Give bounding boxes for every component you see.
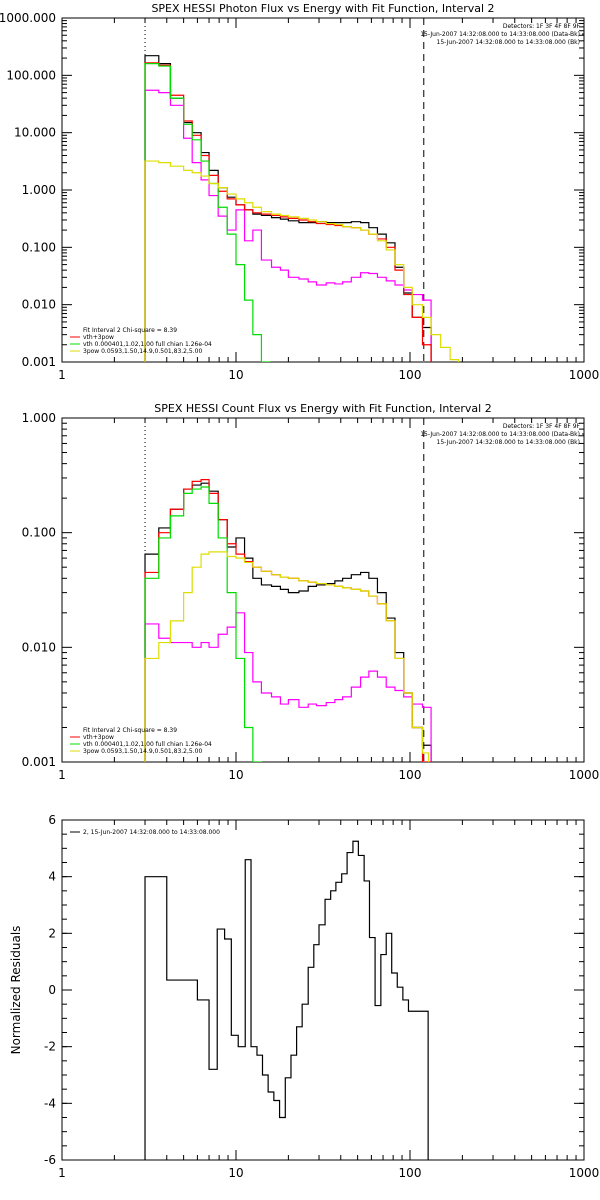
info-line: Detectors: 1F 3F 4F 8F 9F [503, 23, 581, 30]
y-tick-label: 0 [48, 983, 56, 997]
series-bk [144, 89, 432, 362]
series-3pow [144, 551, 430, 762]
legend-label: 3pow 0.0593,1.50,14.9,0.501,83.2,5.00 [83, 748, 202, 755]
x-tick-label: 1 [58, 368, 66, 382]
y-tick-label: 100.000 [6, 68, 56, 82]
plot-frame [61, 417, 585, 763]
series-group [144, 479, 432, 762]
series-data-bk [144, 482, 432, 762]
y-tick-label: -2 [44, 1040, 56, 1054]
y-tick-label: -6 [44, 1153, 56, 1167]
legend-label: 3pow 0.0593,1.50,14.9,0.501,83.2,5.00 [83, 348, 202, 355]
y-tick-label: 0.001 [22, 755, 56, 769]
series-group [144, 55, 460, 362]
series-vth [144, 486, 263, 762]
y-tick-label: 2 [48, 926, 56, 940]
y-tick-label: 0.010 [22, 640, 56, 654]
info-line: 15-Jun-2007 14:32:08.000 to 14:33:08.000… [420, 431, 580, 438]
x-tick-label: 100 [399, 1166, 422, 1180]
y-tick-label: -4 [44, 1096, 56, 1110]
info-line: Detectors: 1F 3F 4F 8F 9F [503, 423, 581, 430]
info-line: 15-Jun-2007 14:32:08.000 to 14:33:08.000… [437, 39, 580, 46]
series-3pow [144, 160, 460, 362]
y-tick-label: 10.000 [14, 126, 56, 140]
info-line: 15-Jun-2007 14:32:08.000 to 14:33:08.000… [437, 439, 580, 446]
series-group [144, 840, 429, 1160]
x-tick-label: 1000 [569, 368, 600, 382]
y-tick-label: 4 [48, 870, 56, 884]
legend-label: vth+3pow [83, 734, 114, 741]
x-tick-label: 10 [228, 768, 243, 782]
x-tick-label: 100 [399, 768, 422, 782]
legend-label: vth+3pow [83, 334, 114, 341]
legend-label: Fit Interval 2 Chi-square = 8.39 [83, 727, 177, 734]
x-tick-label: 1000 [569, 1166, 600, 1180]
y-tick-label: 0.001 [22, 355, 56, 369]
y-tick-label: 6 [48, 813, 56, 827]
series-vth-3pow [144, 479, 432, 762]
y-tick-label: 0.100 [22, 240, 56, 254]
x-tick-label: 1 [58, 1166, 66, 1180]
x-tick-label: 1000 [569, 768, 600, 782]
chart-title: SPEX HESSI Count Flux vs Energy with Fit… [154, 402, 491, 415]
chart-title: SPEX HESSI Photon Flux vs Energy with Fi… [151, 2, 494, 15]
y-tick-label: 1.000 [22, 411, 56, 425]
photon-flux-panel: SPEX HESSI Photon Flux vs Energy with Fi… [0, 2, 599, 382]
x-tick-label: 100 [399, 368, 422, 382]
y-tick-label: 1.000 [22, 183, 56, 197]
legend-label: vth 0.000401,1.02,1.00 full chian 1.26e-… [83, 741, 212, 748]
x-tick-label: 10 [228, 368, 243, 382]
legend-label: Fit Interval 2 Chi-square = 8.39 [83, 327, 177, 334]
series-2-15-jun-2007-14-32-08-000-to-14-33-08-000 [144, 840, 429, 1160]
y-axis-label: Normalized Residuals [9, 926, 23, 1055]
series-data-bk [144, 55, 432, 362]
x-tick-label: 1 [58, 768, 66, 782]
plot-frame [61, 819, 585, 1161]
legend-label: vth 0.000401,1.02,1.00 full chian 1.26e-… [83, 341, 212, 348]
legend-label: 2, 15-Jun-2007 14:32:08.000 to 14:33:08.… [83, 829, 220, 836]
plot-frame [61, 17, 585, 363]
x-tick-label: 10 [228, 1166, 243, 1180]
info-line: 15-Jun-2007 14:32:08.000 to 14:33:08.000… [420, 31, 580, 38]
count-flux-panel: SPEX HESSI Count Flux vs Energy with Fit… [22, 402, 600, 782]
y-tick-label: 0.010 [22, 298, 56, 312]
y-tick-label: 0.100 [22, 526, 56, 540]
residuals-panel: 1 10 100 1000 -6 -4 -2 0 2 4 6 Normalized Residuals… [9, 813, 599, 1180]
series-vth [144, 63, 271, 362]
y-tick-label: 1000.000 [0, 11, 56, 25]
series-bk [144, 612, 432, 762]
